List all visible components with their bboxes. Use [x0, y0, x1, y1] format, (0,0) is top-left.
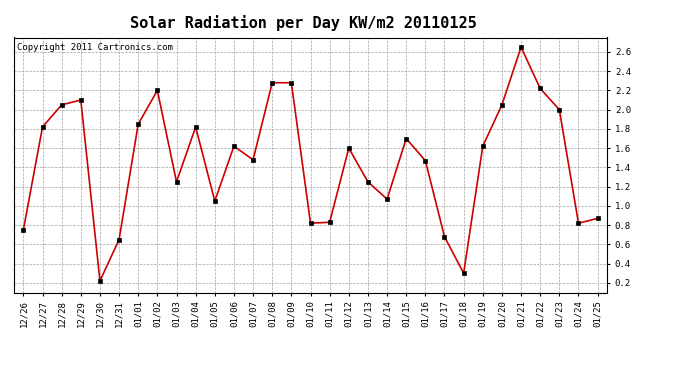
Text: Copyright 2011 Cartronics.com: Copyright 2011 Cartronics.com — [17, 43, 172, 52]
Text: Solar Radiation per Day KW/m2 20110125: Solar Radiation per Day KW/m2 20110125 — [130, 15, 477, 31]
